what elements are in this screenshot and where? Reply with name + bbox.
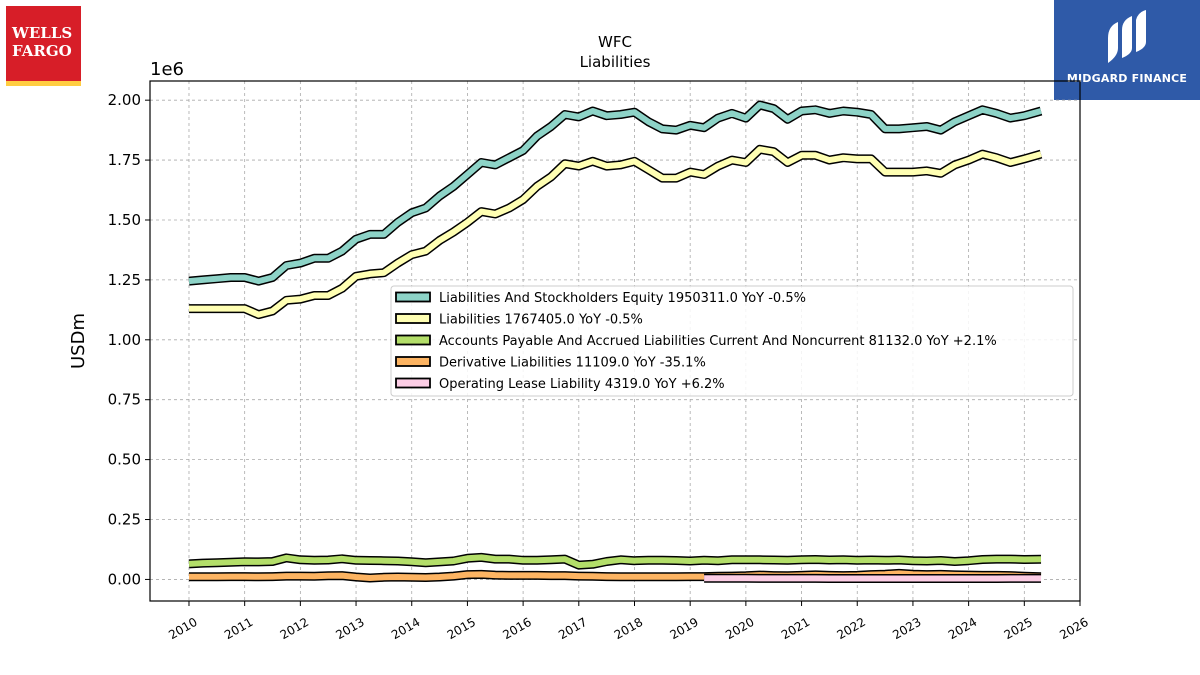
legend-label: Accounts Payable And Accrued Liabilities…	[439, 334, 997, 349]
y-tick-label: 1.75	[108, 151, 141, 169]
x-tick-label: 2012	[278, 615, 311, 642]
y-tick-label: 1.25	[108, 271, 141, 289]
series-line-3	[188, 554, 1042, 569]
y-tick-label: 0.00	[108, 570, 141, 588]
y-axis-label: USDm	[68, 313, 89, 369]
x-tick-label: 2018	[612, 615, 645, 642]
y-tick-label: 2.00	[108, 91, 141, 109]
series-line-4	[189, 570, 1042, 581]
legend-swatch	[395, 334, 431, 346]
y-tick-label: 1.00	[108, 331, 141, 349]
x-tick-label: 2023	[890, 615, 923, 642]
midgard-logo-text: MIDGARD FINANCE	[1066, 72, 1188, 85]
midgard-finance-logo: MIDGARD FINANCE	[1054, 0, 1200, 100]
x-tick-label: 2026	[1057, 615, 1090, 642]
series-line-2	[189, 146, 1042, 318]
chart-subtitle: Liabilities	[580, 53, 651, 71]
x-tick-label: 2020	[723, 615, 756, 642]
series-line-1	[188, 102, 1042, 285]
chart-title: WFC	[598, 33, 632, 51]
logo-line-1: WELLS	[12, 24, 73, 42]
x-tick-label: 2011	[222, 615, 255, 642]
x-tick-label: 2019	[667, 615, 700, 642]
legend-label: Operating Lease Liability 4319.0 YoY +6.…	[439, 377, 725, 392]
x-tick-label: 2014	[389, 615, 422, 642]
legend-label: Liabilities And Stockholders Equity 1950…	[439, 291, 806, 306]
x-tick-label: 2024	[946, 615, 979, 642]
wells-fargo-logo: WELLS FARGO	[6, 6, 81, 86]
logo-line-2: FARGO	[12, 42, 72, 60]
plot-frame	[149, 80, 1081, 602]
x-tick-label: 2017	[556, 615, 589, 642]
legend-swatch	[395, 313, 431, 324]
legend-label: Liabilities 1767405.0 YoY -0.5%	[439, 313, 643, 328]
y-tick-label: 0.75	[108, 391, 141, 409]
legend-label: Derivative Liabilities 11109.0 YoY -35.1…	[439, 356, 706, 371]
y-tick-label: 0.25	[108, 511, 141, 529]
legend: Liabilities And Stockholders Equity 1950…	[390, 285, 1074, 397]
y-scale-label: 1e6	[150, 59, 184, 80]
y-tick-label: 0.50	[108, 451, 141, 469]
x-tick-label: 2015	[445, 615, 478, 642]
x-tick-label: 2016	[500, 615, 533, 642]
series-lines	[188, 100, 1043, 583]
y-tick-label: 1.50	[108, 211, 141, 229]
x-tick-label: 2010	[166, 615, 199, 642]
legend-swatch	[395, 356, 431, 367]
x-tick-label: 2021	[779, 615, 812, 642]
midgard-emblem-icon	[1108, 10, 1146, 63]
legend-swatch	[395, 377, 431, 389]
series-outline-1	[188, 100, 1043, 286]
legend-box	[390, 285, 1074, 397]
x-tick-label: 2025	[1002, 615, 1035, 642]
legend-swatch	[395, 291, 431, 303]
x-tick-label: 2013	[333, 615, 366, 642]
x-tick-label: 2022	[835, 615, 868, 642]
